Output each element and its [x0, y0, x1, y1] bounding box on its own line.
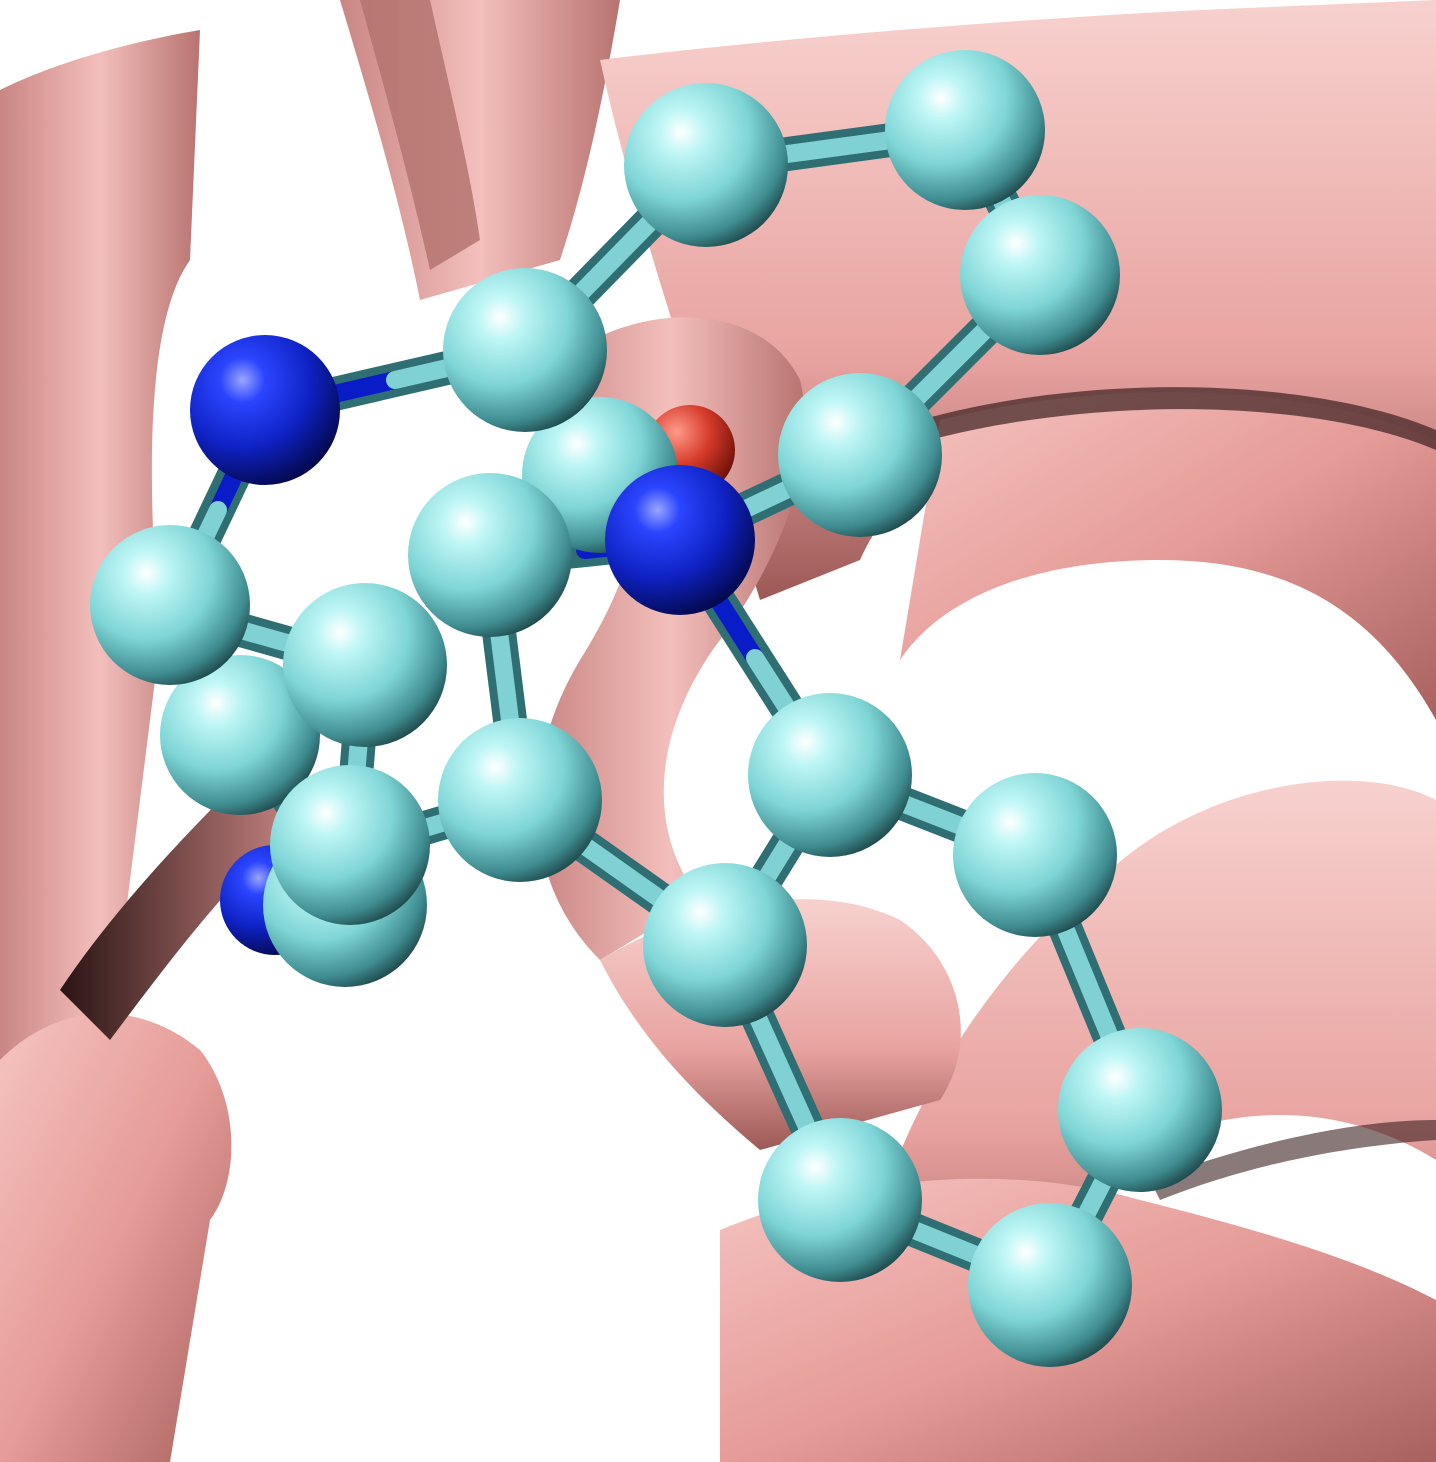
carbon-atom [758, 1118, 922, 1282]
carbon-atom [624, 83, 788, 247]
carbon-atom [960, 195, 1120, 355]
carbon-atom [748, 693, 912, 857]
carbon-atom [438, 718, 602, 882]
carbon-atom [953, 773, 1117, 937]
ribbon-right-band-edge [920, 387, 1436, 450]
nitrogen-atom [605, 465, 755, 615]
carbon-atom [778, 373, 942, 537]
nitrogen-atom [190, 335, 340, 485]
carbon-atom [283, 583, 447, 747]
carbon-atom [885, 50, 1045, 210]
carbon-atom [968, 1203, 1132, 1367]
carbon-atom [1058, 1028, 1222, 1192]
atoms [90, 50, 1222, 1367]
carbon-atom [90, 525, 250, 685]
ribbon-twist-dark [60, 760, 300, 1040]
carbon-atom [408, 473, 572, 637]
ribbon-top-center-dark [360, 0, 480, 270]
ribbon-center-loop [537, 317, 806, 961]
carbon-atom [643, 863, 807, 1027]
carbon-atom [270, 765, 430, 925]
carbon-atom [160, 655, 320, 815]
ribbon-left-lower [0, 1013, 232, 1462]
carbon-atom [443, 268, 607, 432]
ribbon-bottom-right-edge [1150, 1120, 1436, 1200]
ribbon-right-band [900, 392, 1436, 720]
